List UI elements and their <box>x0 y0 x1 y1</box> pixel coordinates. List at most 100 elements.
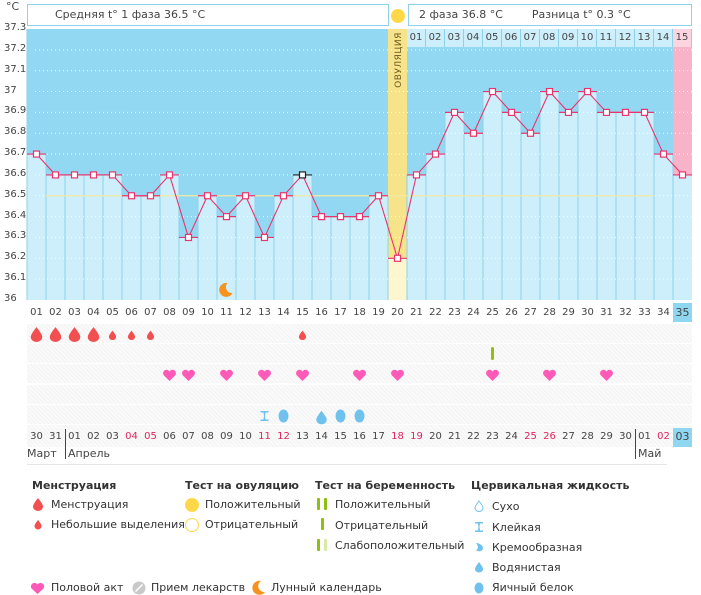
temperature-bar <box>673 174 692 300</box>
cycle-day-label[interactable]: 30 <box>581 307 594 318</box>
calendar-date[interactable]: 01 <box>68 431 81 442</box>
cycle-day-label[interactable]: 26 <box>505 307 518 318</box>
month-separator <box>635 429 636 459</box>
calendar-date[interactable]: 13 <box>296 431 309 442</box>
cycle-day-label[interactable]: 19 <box>372 307 385 318</box>
pregnancy-positive-icon-2 <box>324 498 327 510</box>
cycle-day-label[interactable]: 29 <box>562 307 575 318</box>
calendar-date[interactable]: 10 <box>239 431 252 442</box>
calendar-date[interactable]: 22 <box>467 431 480 442</box>
cycle-day-label[interactable]: 27 <box>524 307 537 318</box>
temperature-point <box>545 87 554 96</box>
calendar-date[interactable]: 31 <box>49 431 62 442</box>
calendar-date[interactable]: 11 <box>258 431 271 442</box>
calendar-date[interactable]: 20 <box>429 431 442 442</box>
calendar-date[interactable]: 18 <box>391 431 404 442</box>
ovulation-column <box>388 29 407 300</box>
cycle-day-label[interactable]: 22 <box>429 307 442 318</box>
legend-menstruation-item: Менструация <box>51 498 129 511</box>
legend-sticky: Клейкая <box>492 521 541 534</box>
cycle-day-label[interactable]: 23 <box>448 307 461 318</box>
calendar-date[interactable]: 01 <box>638 431 651 442</box>
calendar-date[interactable]: 03 <box>106 431 119 442</box>
temperature-point <box>222 213 231 221</box>
calendar-date[interactable]: 05 <box>144 431 157 442</box>
month-separator <box>65 429 66 459</box>
ovulation-positive-icon <box>185 498 199 512</box>
cycle-day-label[interactable]: 14 <box>277 307 290 318</box>
cycle-day-label[interactable]: 33 <box>638 307 651 318</box>
cycle-day-label[interactable]: 17 <box>334 307 347 318</box>
calendar-date[interactable]: 14 <box>315 431 328 442</box>
temperature-diff-text: Разница t° 0.3 °C <box>531 8 631 21</box>
calendar-date[interactable]: 06 <box>163 431 176 442</box>
cycle-day-label[interactable]: 31 <box>600 307 613 318</box>
cycle-day-label[interactable]: 05 <box>106 307 119 318</box>
calendar-date[interactable]: 24 <box>505 431 518 442</box>
cycle-day-label[interactable]: 10 <box>201 307 214 318</box>
temperature-point <box>412 171 421 179</box>
cycle-day-label[interactable]: 32 <box>619 307 632 318</box>
calendar-date[interactable]: 02 <box>87 431 100 442</box>
cycle-day-label[interactable]: 06 <box>125 307 138 318</box>
cycle-day-label[interactable]: 15 <box>296 307 309 318</box>
temperature-chart <box>26 29 692 301</box>
y-tick-label: 37.2 <box>4 42 27 54</box>
temperature-bar <box>445 112 464 300</box>
calendar-date[interactable]: 17 <box>372 431 385 442</box>
temperature-point <box>336 213 345 221</box>
calendar-date[interactable]: 04 <box>125 431 138 442</box>
calendar-date[interactable]: 16 <box>353 431 366 442</box>
creamy-icon <box>476 543 483 552</box>
symbol-row-tests <box>27 344 692 363</box>
calendar-date[interactable]: 21 <box>448 431 461 442</box>
cycle-day-label[interactable]: 18 <box>353 307 366 318</box>
cycle-day-label[interactable]: 07 <box>144 307 157 318</box>
calendar-date[interactable]: 28 <box>581 431 594 442</box>
temperature-bar <box>654 154 673 300</box>
cycle-day-label[interactable]: 35 <box>673 303 692 322</box>
calendar-date[interactable]: 30 <box>30 431 43 442</box>
calendar-date[interactable]: 26 <box>543 431 556 442</box>
sticky-icon <box>475 522 483 532</box>
cycle-day-label[interactable]: 11 <box>220 307 233 318</box>
temperature-bar <box>255 237 274 300</box>
calendar-date[interactable]: 25 <box>524 431 537 442</box>
luteal-day-label: 06 <box>502 29 521 47</box>
cycle-day-label[interactable]: 25 <box>486 307 499 318</box>
cycle-day-label[interactable]: 20 <box>391 307 404 318</box>
calendar-date[interactable]: 12 <box>277 431 290 442</box>
calendar-date[interactable]: 19 <box>410 431 423 442</box>
intercourse-heart-icon <box>163 369 176 381</box>
menstruation-drop-icon <box>33 498 43 511</box>
calendar-date[interactable]: 03 <box>673 428 692 447</box>
cycle-day-label[interactable]: 12 <box>239 307 252 318</box>
cycle-day-label[interactable]: 08 <box>163 307 176 318</box>
temperature-point <box>488 87 497 96</box>
calendar-date[interactable]: 15 <box>334 431 347 442</box>
y-tick-label: 36.3 <box>4 230 27 242</box>
cycle-day-label[interactable]: 03 <box>68 307 81 318</box>
calendar-date[interactable]: 07 <box>182 431 195 442</box>
cycle-day-label[interactable]: 28 <box>543 307 556 318</box>
cycle-day-label[interactable]: 16 <box>315 307 328 318</box>
cycle-day-label[interactable]: 02 <box>49 307 62 318</box>
cycle-day-label[interactable]: 24 <box>467 307 480 318</box>
calendar-date[interactable]: 29 <box>600 431 613 442</box>
calendar-date[interactable]: 30 <box>619 431 632 442</box>
temperature-bar <box>502 112 521 300</box>
luteal-day-label: 05 <box>483 29 502 47</box>
temperature-bar <box>426 154 445 300</box>
cycle-day-label[interactable]: 09 <box>182 307 195 318</box>
cycle-day-label[interactable]: 34 <box>657 307 670 318</box>
calendar-date[interactable]: 08 <box>201 431 214 442</box>
calendar-date[interactable]: 23 <box>486 431 499 442</box>
calendar-date[interactable]: 02 <box>657 431 670 442</box>
calendar-date[interactable]: 27 <box>562 431 575 442</box>
cycle-day-label[interactable]: 04 <box>87 307 100 318</box>
calendar-date[interactable]: 09 <box>220 431 233 442</box>
cycle-day-label[interactable]: 21 <box>410 307 423 318</box>
cycle-day-label[interactable]: 13 <box>258 307 271 318</box>
cycle-day-label[interactable]: 01 <box>30 307 43 318</box>
